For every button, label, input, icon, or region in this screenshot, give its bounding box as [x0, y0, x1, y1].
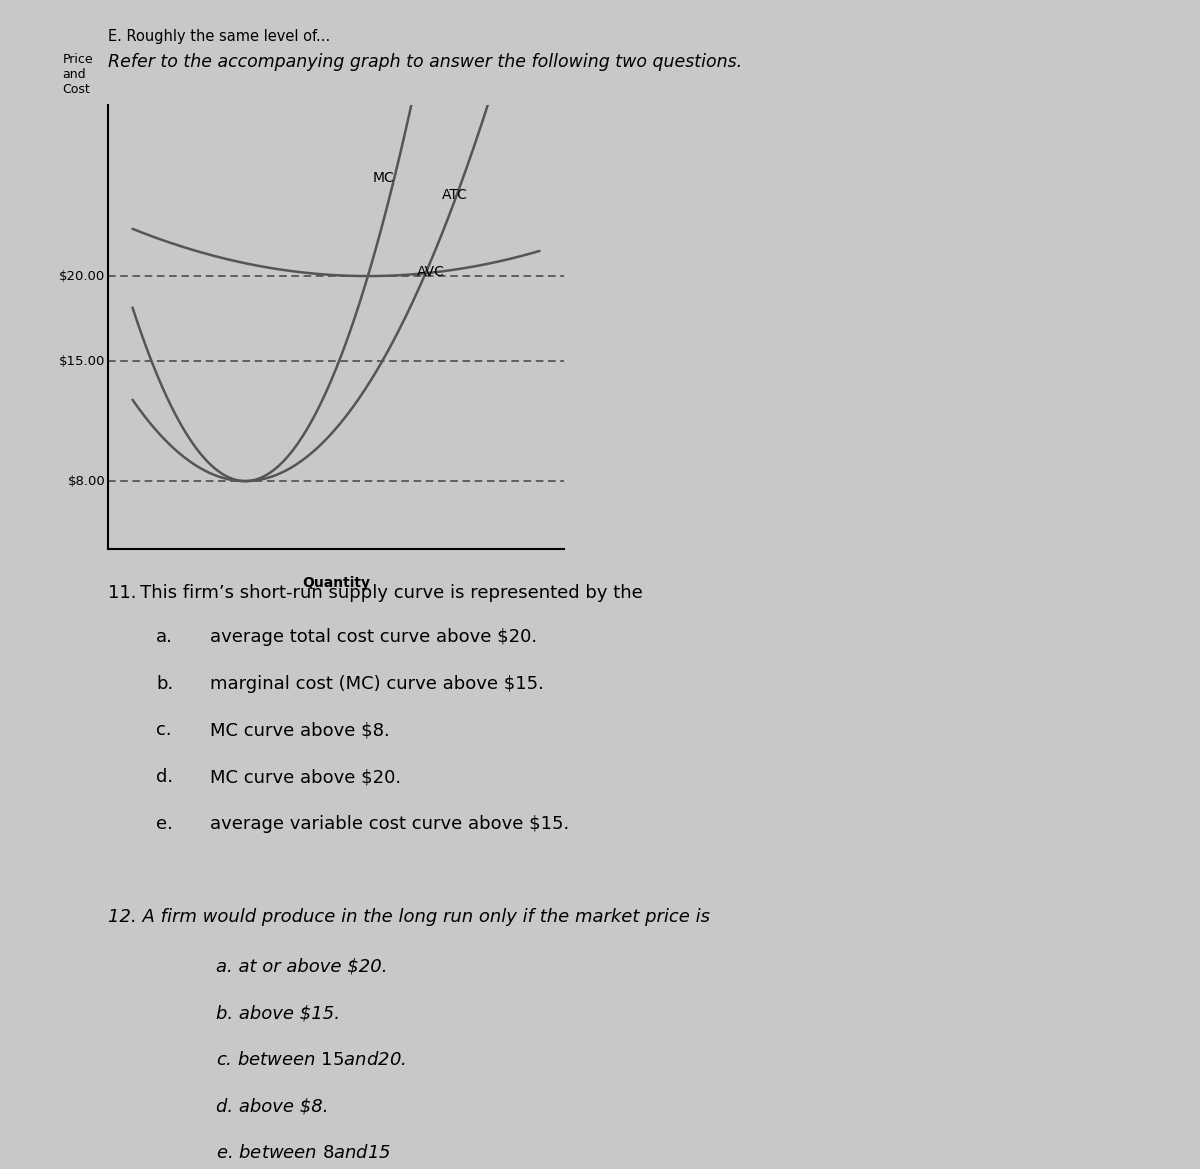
Text: MC: MC: [373, 171, 395, 185]
Text: c. between $15 and $20.: c. between $15 and $20.: [216, 1051, 406, 1068]
Text: $20.00: $20.00: [59, 270, 106, 283]
Text: 12. A firm would produce in the long run only if the market price is: 12. A firm would produce in the long run…: [108, 908, 710, 926]
Text: e. between $8 and $15: e. between $8 and $15: [216, 1144, 391, 1162]
Text: d.: d.: [156, 768, 173, 786]
Text: Quantity: Quantity: [302, 576, 370, 590]
Text: b.: b.: [156, 675, 173, 692]
Text: Price
and
Cost: Price and Cost: [62, 54, 94, 96]
Text: AVC: AVC: [416, 265, 445, 279]
Text: a.: a.: [156, 628, 173, 645]
Text: 11. This firm’s short-run supply curve is represented by the: 11. This firm’s short-run supply curve i…: [108, 584, 643, 602]
Text: e.: e.: [156, 815, 173, 832]
Text: $8.00: $8.00: [67, 475, 106, 487]
Text: marginal cost (MC) curve above $15.: marginal cost (MC) curve above $15.: [210, 675, 544, 692]
Text: E. Roughly the same level of...: E. Roughly the same level of...: [108, 29, 330, 44]
Text: average total cost curve above $20.: average total cost curve above $20.: [210, 628, 538, 645]
Text: $15.00: $15.00: [59, 355, 106, 368]
Text: MC curve above $20.: MC curve above $20.: [210, 768, 401, 786]
Text: ATC: ATC: [442, 188, 467, 202]
Text: average variable cost curve above $15.: average variable cost curve above $15.: [210, 815, 569, 832]
Text: b. above $15.: b. above $15.: [216, 1004, 340, 1022]
Text: c.: c.: [156, 721, 172, 739]
Text: Refer to the accompanying graph to answer the following two questions.: Refer to the accompanying graph to answe…: [108, 53, 742, 70]
Text: d. above $8.: d. above $8.: [216, 1098, 329, 1115]
Text: a. at or above $20.: a. at or above $20.: [216, 957, 388, 975]
Text: MC curve above $8.: MC curve above $8.: [210, 721, 390, 739]
